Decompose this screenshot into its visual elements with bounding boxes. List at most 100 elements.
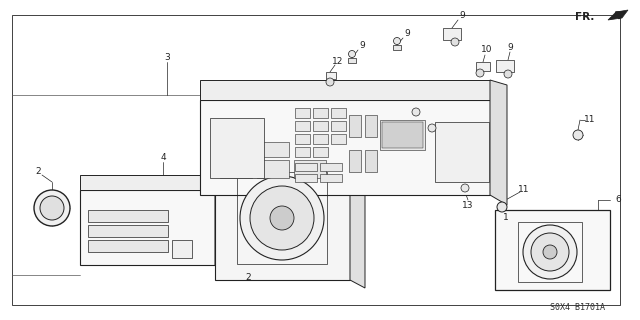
Polygon shape [215,155,350,280]
Bar [496,60,514,72]
Bar [349,115,361,137]
Bar [295,108,310,118]
Bar [237,172,327,264]
Polygon shape [80,175,215,190]
Bar [331,134,346,144]
Bar [380,120,425,150]
Text: 3: 3 [164,52,170,61]
Polygon shape [490,80,507,205]
Text: 1: 1 [503,213,509,222]
Circle shape [523,225,577,279]
Text: 11: 11 [518,186,530,195]
Bar [313,134,328,144]
Text: 8: 8 [421,92,427,100]
Text: FR.: FR. [575,12,594,22]
Text: 10: 10 [481,45,493,54]
Circle shape [394,38,400,44]
Circle shape [445,135,479,169]
Text: 9: 9 [459,12,465,20]
Circle shape [497,202,507,212]
Text: 4: 4 [160,153,166,162]
Text: 2: 2 [35,166,41,175]
Polygon shape [348,58,356,63]
Bar [518,222,582,282]
Bar [210,118,264,178]
Polygon shape [80,190,215,265]
Bar [295,174,317,182]
Circle shape [428,124,436,132]
Text: 5: 5 [247,106,253,115]
Bar [320,163,342,171]
Text: 9: 9 [359,42,365,51]
Circle shape [461,184,469,192]
Text: 8: 8 [437,108,443,116]
Circle shape [230,141,244,155]
Bar [257,142,289,157]
Circle shape [349,51,355,57]
Bar [172,240,192,258]
Polygon shape [608,10,628,20]
Text: S0X4 B1701A: S0X4 B1701A [550,303,605,313]
Circle shape [270,206,294,230]
Text: 9: 9 [507,43,513,52]
Circle shape [573,130,583,140]
Circle shape [326,78,334,86]
Bar [331,108,346,118]
Circle shape [451,38,459,46]
Bar [435,122,489,182]
Circle shape [40,196,64,220]
Text: 12: 12 [332,57,344,66]
Text: 11: 11 [584,116,596,124]
Circle shape [220,131,254,165]
Bar [295,121,310,131]
Bar [294,160,326,178]
Polygon shape [350,140,365,288]
Bar [313,121,328,131]
Text: 13: 13 [462,201,474,210]
Circle shape [531,233,569,271]
Circle shape [250,186,314,250]
Circle shape [212,123,262,173]
Bar [295,147,310,157]
Circle shape [412,108,420,116]
Bar [220,142,252,157]
Bar [295,134,310,144]
Polygon shape [12,15,620,305]
Circle shape [240,176,324,260]
Circle shape [543,245,557,259]
Text: 7: 7 [542,243,548,252]
Polygon shape [215,140,350,155]
Circle shape [504,70,512,78]
Circle shape [394,37,401,44]
Bar [313,108,328,118]
Text: 9: 9 [404,29,410,38]
Bar [295,163,317,171]
Circle shape [476,69,484,77]
Bar [476,62,490,71]
Polygon shape [215,175,228,273]
Bar [88,225,168,237]
Bar [443,28,461,40]
Polygon shape [393,45,401,50]
Bar [320,174,342,182]
Bar [382,122,423,148]
Circle shape [349,51,355,58]
Bar [365,115,377,137]
Bar [349,150,361,172]
Circle shape [455,145,469,159]
Polygon shape [200,100,490,195]
Text: 6: 6 [615,196,621,204]
Bar [326,72,336,79]
Text: 2: 2 [245,273,251,282]
Bar [220,160,252,178]
Bar [257,160,289,178]
Polygon shape [200,80,490,100]
Bar [88,210,168,222]
Bar [365,150,377,172]
Circle shape [34,190,70,226]
Polygon shape [495,210,610,290]
Circle shape [437,127,487,177]
Bar [88,240,168,252]
Bar [313,147,328,157]
Bar [331,121,346,131]
